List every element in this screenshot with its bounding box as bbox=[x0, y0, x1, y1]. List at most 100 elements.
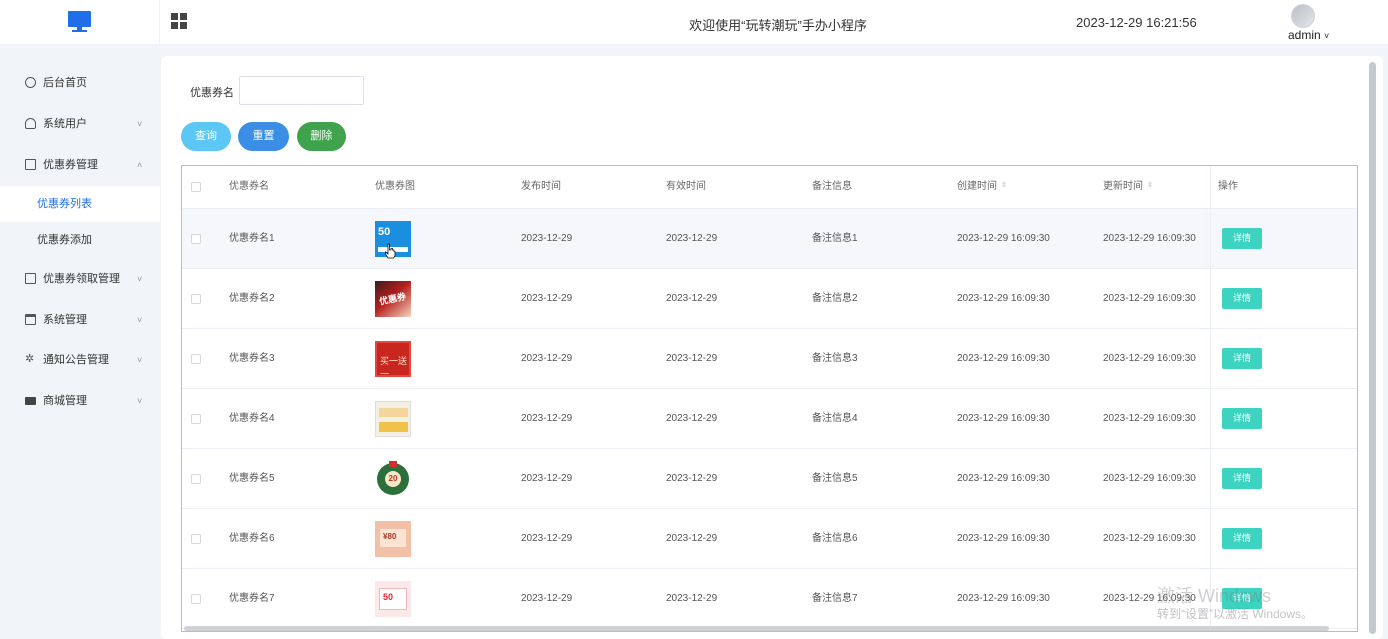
sidebar-item-system-management[interactable]: 系统管理 ˅ bbox=[0, 301, 160, 339]
coupon-image-thumbnail[interactable]: ¥80 bbox=[375, 521, 411, 557]
valid-time: 2023-12-29 bbox=[666, 353, 718, 364]
row-checkbox[interactable] bbox=[191, 294, 201, 304]
publish-time: 2023-12-29 bbox=[521, 233, 573, 244]
updated-time: 2023-12-29 16:09:30 bbox=[1103, 353, 1196, 364]
delete-button[interactable]: 删除 bbox=[297, 122, 346, 151]
detail-button[interactable]: 详情 bbox=[1222, 408, 1262, 429]
column-header-publish-time: 发布时间 bbox=[521, 181, 561, 192]
windows-activation-hint: 转到“设置”以激活 Windows。 bbox=[1157, 607, 1314, 621]
chevron-down-icon: ˅ bbox=[137, 315, 143, 325]
coupon-name: 优惠券名3 bbox=[229, 353, 275, 364]
updated-time: 2023-12-29 16:09:30 bbox=[1103, 233, 1196, 244]
avatar[interactable] bbox=[1291, 4, 1315, 28]
publish-time: 2023-12-29 bbox=[521, 473, 573, 484]
publish-time: 2023-12-29 bbox=[521, 353, 573, 364]
folder-icon bbox=[25, 314, 36, 325]
query-button[interactable]: 查询 bbox=[181, 122, 231, 151]
fixed-column-divider bbox=[1210, 166, 1211, 631]
coupon-image-thumbnail[interactable]: 20 bbox=[375, 461, 411, 497]
table-row[interactable]: 优惠券名4 2023-12-29 2023-12-29 备注信息4 2023-1… bbox=[182, 389, 1357, 449]
row-checkbox[interactable] bbox=[191, 354, 201, 364]
table-row[interactable]: 优惠券名6 ¥80 2023-12-29 2023-12-29 备注信息6 20… bbox=[182, 509, 1357, 569]
column-header-actions: 操作 bbox=[1218, 181, 1238, 192]
horizontal-scrollbar[interactable] bbox=[184, 626, 1329, 631]
table-row[interactable]: 优惠券名5 20 2023-12-29 2023-12-29 备注信息5 202… bbox=[182, 449, 1357, 509]
created-time: 2023-12-29 16:09:30 bbox=[957, 353, 1050, 364]
chevron-down-icon: ˅ bbox=[137, 355, 143, 365]
row-checkbox[interactable] bbox=[191, 474, 201, 484]
sort-icon[interactable]: ⇳ bbox=[1147, 182, 1153, 190]
reset-button[interactable]: 重置 bbox=[238, 122, 289, 151]
coupon-image-thumbnail[interactable]: 买一送一 bbox=[375, 341, 411, 379]
chevron-down-icon: ˅ bbox=[137, 274, 143, 284]
username: admin bbox=[1288, 28, 1321, 42]
row-checkbox[interactable] bbox=[191, 594, 201, 604]
row-checkbox[interactable] bbox=[191, 234, 201, 244]
coupon-image-thumbnail[interactable] bbox=[375, 401, 411, 437]
sort-icon[interactable]: ⇳ bbox=[1001, 182, 1007, 190]
row-checkbox[interactable] bbox=[191, 414, 201, 424]
select-all-checkbox[interactable] bbox=[191, 182, 201, 192]
monitor-icon bbox=[68, 11, 91, 34]
sidebar-item-system-users[interactable]: 系统用户 ˅ bbox=[0, 105, 160, 143]
coupon-image-thumbnail[interactable]: 优惠券 bbox=[375, 281, 411, 317]
valid-time: 2023-12-29 bbox=[666, 593, 718, 604]
vertical-scrollbar[interactable] bbox=[1369, 62, 1376, 634]
chevron-up-icon: ˄ bbox=[137, 160, 143, 170]
sidebar-item-mall-management[interactable]: 商城管理 ˅ bbox=[0, 382, 160, 420]
column-header-updated-time[interactable]: 更新时间 ⇳ bbox=[1103, 166, 1153, 209]
detail-button[interactable]: 详情 bbox=[1222, 348, 1262, 369]
updated-time: 2023-12-29 16:09:30 bbox=[1103, 473, 1196, 484]
user-menu[interactable]: admin ˅ bbox=[1288, 28, 1329, 42]
publish-time: 2023-12-29 bbox=[521, 413, 573, 424]
coupon-image-thumbnail[interactable]: 50 bbox=[375, 581, 411, 617]
sidebar-item-label: 系统管理 bbox=[43, 314, 87, 326]
sparkle-icon: ✲ bbox=[25, 353, 35, 365]
publish-time: 2023-12-29 bbox=[521, 593, 573, 604]
detail-button[interactable]: 详情 bbox=[1222, 528, 1262, 549]
card-icon bbox=[25, 273, 36, 284]
created-time: 2023-12-29 16:09:30 bbox=[957, 413, 1050, 424]
grid-menu-icon[interactable] bbox=[171, 13, 187, 29]
card-icon bbox=[25, 159, 36, 170]
clock-icon bbox=[25, 77, 36, 88]
coupon-table: 优惠券名 优惠券图 发布时间 有效时间 备注信息 创建时间 ⇳ 更新时间 ⇳ 操作 … bbox=[181, 165, 1358, 632]
column-header-label: 更新时间 bbox=[1103, 181, 1143, 192]
coupon-name: 优惠券名5 bbox=[229, 473, 275, 484]
sidebar-item-coupon-claim-management[interactable]: 优惠券领取管理 ˅ bbox=[0, 260, 160, 298]
chevron-down-icon: ˅ bbox=[137, 396, 143, 406]
hand-cursor-icon bbox=[385, 243, 396, 259]
sidebar-item-label: 通知公告管理 bbox=[43, 354, 109, 366]
sidebar-item-coupon-management[interactable]: 优惠券管理 ˄ bbox=[0, 146, 160, 184]
row-checkbox[interactable] bbox=[191, 534, 201, 544]
updated-time: 2023-12-29 16:09:30 bbox=[1103, 293, 1196, 304]
top-bar: 欢迎使用“玩转潮玩”手办小程序 2023-12-29 16:21:56 admi… bbox=[0, 0, 1388, 45]
thumbnail-text: 买一送一 bbox=[380, 356, 408, 379]
windows-activation-watermark: 激活 Windows bbox=[1157, 586, 1272, 606]
sidebar-item-dashboard[interactable]: 后台首页 bbox=[0, 64, 160, 102]
table-row[interactable]: 优惠券名2 优惠券 2023-12-29 2023-12-29 备注信息2 20… bbox=[182, 269, 1357, 329]
note: 备注信息5 bbox=[812, 473, 858, 484]
coupon-name-search-input[interactable] bbox=[239, 76, 364, 105]
table-row[interactable]: 优惠券名3 买一送一 2023-12-29 2023-12-29 备注信息3 2… bbox=[182, 329, 1357, 389]
sidebar-item-notice-management[interactable]: ✲ 通知公告管理 ˅ bbox=[0, 341, 160, 379]
current-datetime: 2023-12-29 16:21:56 bbox=[1076, 15, 1197, 30]
coupon-name: 优惠券名2 bbox=[229, 293, 275, 304]
detail-button[interactable]: 详情 bbox=[1222, 588, 1262, 609]
valid-time: 2023-12-29 bbox=[666, 533, 718, 544]
sidebar-subitem-label: 优惠券列表 bbox=[37, 198, 92, 210]
column-header-image: 优惠券图 bbox=[375, 181, 415, 192]
updated-time: 2023-12-29 16:09:30 bbox=[1103, 533, 1196, 544]
detail-button[interactable]: 详情 bbox=[1222, 468, 1262, 489]
detail-button[interactable]: 详情 bbox=[1222, 228, 1262, 249]
thumbnail-text: 20 bbox=[385, 471, 401, 487]
valid-time: 2023-12-29 bbox=[666, 233, 718, 244]
note: 备注信息4 bbox=[812, 413, 858, 424]
sidebar-item-label: 系统用户 bbox=[43, 118, 87, 130]
table-row[interactable]: 优惠券名1 50 2023-12-29 2023-12-29 备注信息1 202… bbox=[182, 209, 1357, 269]
detail-button[interactable]: 详情 bbox=[1222, 288, 1262, 309]
sidebar-subitem-coupon-add[interactable]: 优惠券添加 bbox=[0, 222, 160, 258]
created-time: 2023-12-29 16:09:30 bbox=[957, 233, 1050, 244]
sidebar-subitem-coupon-list[interactable]: 优惠券列表 bbox=[0, 186, 160, 222]
column-header-created-time[interactable]: 创建时间 ⇳ bbox=[957, 166, 1007, 209]
